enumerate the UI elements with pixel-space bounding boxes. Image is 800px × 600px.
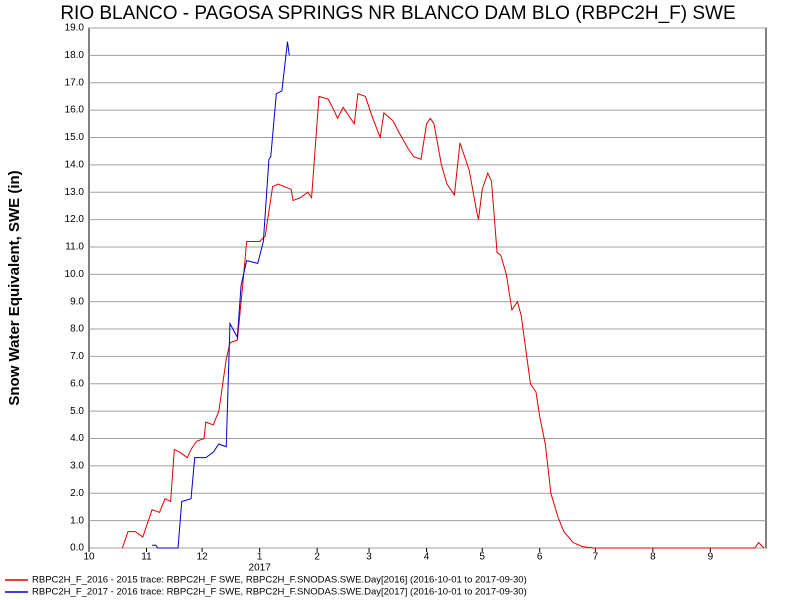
y-tick-label: 17.0: [65, 77, 85, 88]
x-tick-label: 7: [593, 552, 599, 563]
y-tick-label: 1.0: [70, 515, 84, 526]
legend-label: RBPC2H_F_2017 - 2016 trace: RBPC2H_F SWE…: [32, 587, 527, 598]
y-tick-label: 15.0: [65, 132, 85, 143]
x-tick-label: 6: [537, 552, 543, 563]
x-tick-label: 2: [314, 552, 320, 563]
x-tick-label: 3: [366, 552, 372, 563]
y-tick-label: 3.0: [70, 461, 84, 472]
x-tick-label: 1: [257, 552, 263, 563]
y-tick-label: 14.0: [65, 159, 85, 170]
x-tick-label: 10: [83, 552, 95, 563]
y-axis-label: Snow Water Equivalent, SWE (in): [6, 170, 23, 405]
y-tick-label: 16.0: [65, 105, 85, 116]
x-annotation: 2017: [249, 563, 272, 574]
x-tick-label: 12: [197, 552, 209, 563]
plot-frame: [88, 27, 767, 549]
series-line: [152, 41, 290, 549]
y-tick-label: 18.0: [65, 50, 85, 61]
y-tick-label: 9.0: [70, 296, 84, 307]
y-tick-label: 13.0: [65, 187, 85, 198]
legend-label: RBPC2H_F_2016 - 2015 trace: RBPC2H_F SWE…: [32, 575, 527, 586]
series-line: [121, 92, 765, 549]
y-tick-label: 12.0: [65, 214, 85, 225]
x-tick-label: 8: [650, 552, 656, 563]
y-tick-label: 0.0: [70, 543, 84, 554]
y-tick-label: 2.0: [70, 488, 84, 499]
y-tick-label: 19.0: [65, 23, 85, 34]
y-tick-label: 6.0: [70, 378, 84, 389]
y-tick-label: 5.0: [70, 406, 84, 417]
y-tick-label: 8.0: [70, 324, 84, 335]
x-tick-label: 5: [479, 552, 485, 563]
x-tick-label: 4: [424, 552, 430, 563]
y-tick-label: 11.0: [65, 242, 84, 253]
y-tick-label: 7.0: [70, 351, 84, 362]
y-tick-label: 4.0: [70, 433, 84, 444]
chart-title: RIO BLANCO - PAGOSA SPRINGS NR BLANCO DA…: [60, 3, 735, 24]
x-tick-label: 9: [708, 552, 714, 563]
x-tick-label: 11: [141, 552, 152, 563]
y-tick-label: 10.0: [65, 269, 85, 280]
